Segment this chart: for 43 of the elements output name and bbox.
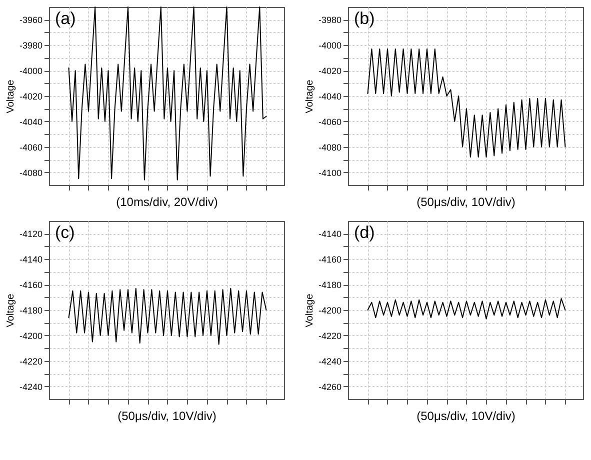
y-tick-label: -4200 — [19, 330, 42, 341]
y-tick-label: -4220 — [19, 356, 42, 366]
y-tick-label: -4260 — [318, 382, 342, 392]
line-series — [68, 288, 267, 345]
y-tick-label: -4160 — [318, 254, 342, 265]
x-axis-title: (50μs/div, 10V/div) — [416, 409, 516, 423]
y-tick-label: -4060 — [19, 142, 42, 152]
x-axis-title: (50μs/div, 10V/div) — [416, 195, 516, 209]
y-tick-label: -4200 — [318, 306, 342, 316]
y-tick-label: -4000 — [19, 66, 42, 76]
y-tick-label: -4120 — [19, 229, 42, 240]
y-axis-title: Voltage — [304, 293, 316, 328]
x-axis-title: (50μs/div, 10V/div) — [118, 409, 216, 423]
y-tick-label: -4080 — [19, 168, 42, 178]
y-tick-label: -4020 — [318, 66, 342, 76]
y-axis-title: Voltage — [304, 79, 316, 114]
y-tick-label: -4100 — [318, 168, 342, 178]
y-tick-label: -4140 — [19, 254, 42, 265]
y-tick-label: -4000 — [318, 40, 342, 51]
y-tick-label: -3980 — [318, 15, 342, 26]
y-tick-label: -4220 — [318, 330, 342, 341]
annotation: (b) — [354, 9, 375, 28]
line-series — [367, 298, 566, 320]
y-tick-label: -3960 — [19, 15, 42, 26]
y-tick-label: -4060 — [318, 116, 342, 127]
y-tick-label: -4140 — [318, 229, 342, 240]
line-series — [367, 48, 566, 158]
y-tick-label: -4160 — [19, 280, 42, 290]
x-axis-title: (10ms/div, 20V/div) — [116, 195, 218, 209]
y-tick-label: -3980 — [19, 40, 42, 51]
y-axis-title: Voltage — [5, 293, 16, 328]
y-tick-label: -4040 — [318, 92, 342, 102]
y-tick-label: -4240 — [318, 356, 342, 366]
y-tick-label: -4040 — [19, 116, 42, 127]
y-tick-label: -4180 — [318, 280, 342, 290]
annotation: (d) — [354, 223, 375, 242]
annotation: (a) — [55, 9, 76, 28]
y-tick-label: -4180 — [19, 306, 42, 316]
y-tick-label: -4240 — [19, 382, 42, 392]
y-tick-label: -4020 — [19, 92, 42, 102]
annotation: (c) — [55, 223, 75, 242]
y-axis-title: Voltage — [5, 79, 16, 114]
y-tick-label: -4080 — [318, 142, 342, 152]
